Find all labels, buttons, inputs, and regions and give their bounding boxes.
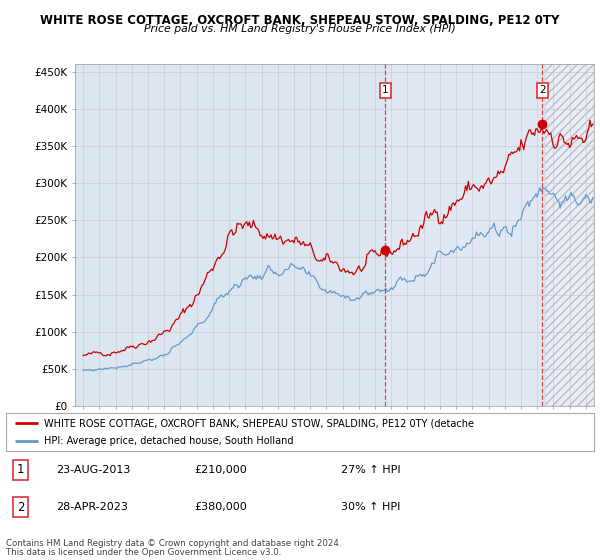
Text: 27% ↑ HPI: 27% ↑ HPI bbox=[341, 465, 401, 475]
Text: Contains HM Land Registry data © Crown copyright and database right 2024.: Contains HM Land Registry data © Crown c… bbox=[6, 539, 341, 548]
Text: Price paid vs. HM Land Registry's House Price Index (HPI): Price paid vs. HM Land Registry's House … bbox=[144, 24, 456, 34]
Text: 2: 2 bbox=[17, 501, 25, 514]
Bar bbox=[545, 64, 594, 406]
Text: 2: 2 bbox=[539, 85, 546, 95]
Text: £380,000: £380,000 bbox=[194, 502, 247, 512]
Bar bbox=[545, 64, 594, 406]
Text: This data is licensed under the Open Government Licence v3.0.: This data is licensed under the Open Gov… bbox=[6, 548, 281, 557]
Text: WHITE ROSE COTTAGE, OXCROFT BANK, SHEPEAU STOW, SPALDING, PE12 0TY: WHITE ROSE COTTAGE, OXCROFT BANK, SHEPEA… bbox=[40, 14, 560, 27]
Bar bbox=[385, 64, 545, 406]
Text: 28-APR-2023: 28-APR-2023 bbox=[56, 502, 128, 512]
Text: 23-AUG-2013: 23-AUG-2013 bbox=[56, 465, 130, 475]
Text: 30% ↑ HPI: 30% ↑ HPI bbox=[341, 502, 401, 512]
Text: 1: 1 bbox=[382, 85, 389, 95]
Text: HPI: Average price, detached house, South Holland: HPI: Average price, detached house, Sout… bbox=[44, 436, 294, 446]
Text: 1: 1 bbox=[17, 463, 25, 477]
Text: £210,000: £210,000 bbox=[194, 465, 247, 475]
Text: WHITE ROSE COTTAGE, OXCROFT BANK, SHEPEAU STOW, SPALDING, PE12 0TY (detache: WHITE ROSE COTTAGE, OXCROFT BANK, SHEPEA… bbox=[44, 418, 474, 428]
